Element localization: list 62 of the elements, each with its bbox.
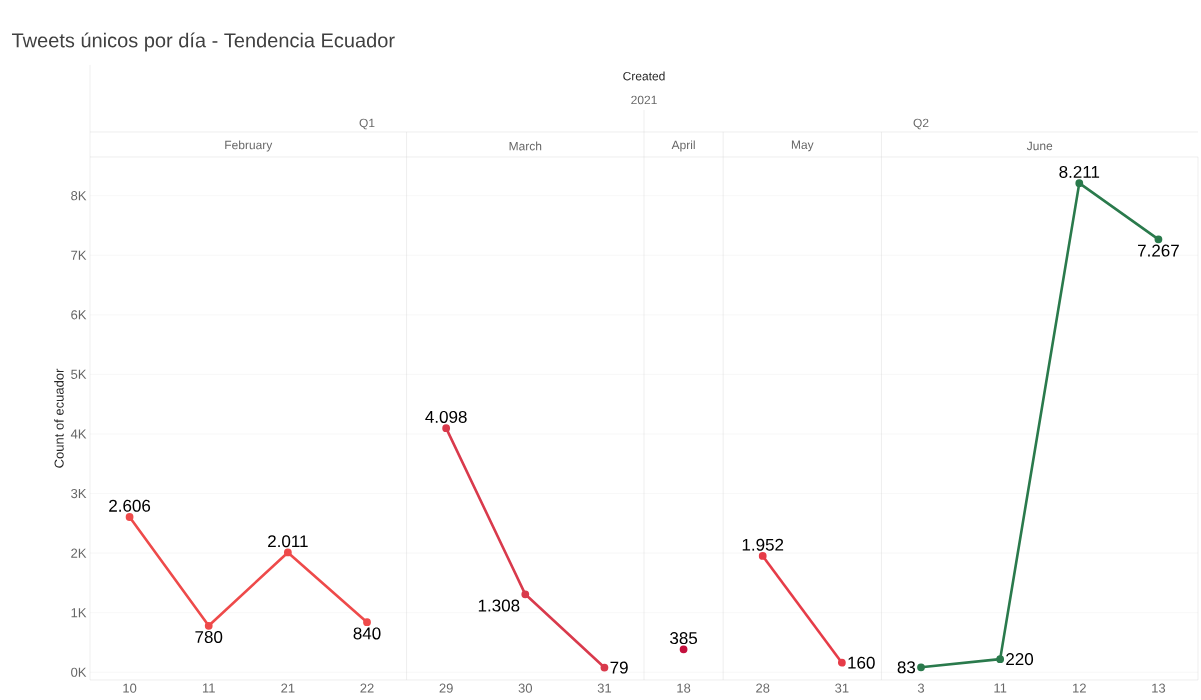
text: March (509, 141, 542, 151)
point (283, 548, 292, 557)
y-tick-label: 0K (71, 667, 87, 677)
point (758, 552, 767, 560)
data-label: 7.267 (1138, 244, 1179, 257)
text: April (671, 140, 695, 152)
data-label: 385 (670, 632, 698, 645)
x-tick-label: 28 (756, 683, 770, 693)
y-tick-label: 5K (71, 369, 87, 379)
y-tick-label: 8K (71, 191, 87, 201)
text: February (225, 140, 273, 152)
data-label: 4.098 (425, 410, 467, 423)
data-label: 2.011 (268, 535, 308, 548)
y-tick-label: 3K (71, 488, 87, 499)
data-label: 8.211 (1059, 165, 1100, 178)
x-tick-label: 30 (518, 683, 533, 693)
point (679, 645, 688, 654)
point (125, 513, 134, 521)
x-tick-label: 22 (360, 683, 374, 693)
y-axis-title: Count of ecuador (54, 368, 64, 468)
y-tick-label: 2K (71, 548, 87, 558)
y-tick-label: 4K (70, 429, 87, 439)
point (600, 663, 609, 672)
data-label: 2.606 (109, 499, 151, 512)
data-label: 160 (848, 656, 875, 669)
chart-title: Tweets únicos por día - Tendencia Ecuador (12, 32, 395, 52)
point (204, 621, 213, 630)
data-label: 83 (897, 661, 916, 674)
x-tick-label: 11 (994, 683, 1007, 693)
data-label: 840 (353, 627, 381, 640)
point (442, 424, 451, 433)
point (996, 655, 1005, 664)
x-tick-label: 12 (1073, 683, 1086, 693)
text: Q1 (359, 118, 375, 130)
point (1154, 235, 1163, 244)
point (1075, 179, 1084, 188)
x-tick-label: 3 (917, 683, 925, 693)
point (917, 663, 925, 672)
text: Q2 (913, 118, 929, 130)
x-tick-label: 31 (597, 683, 612, 693)
x-tick-label: 11 (202, 683, 215, 693)
data-label: 1.952 (742, 538, 784, 551)
y-tick-label: 7K (71, 250, 87, 260)
point (837, 658, 846, 667)
text: May (791, 140, 814, 152)
data-label: 780 (195, 630, 223, 644)
x-tick-label: 29 (439, 683, 453, 693)
point (521, 590, 530, 599)
x-tick-label: 18 (677, 683, 691, 693)
text: 2021 (631, 95, 657, 105)
point (363, 618, 371, 627)
x-tick-label: 10 (123, 683, 137, 693)
data-label: 220 (1006, 653, 1034, 666)
text: June (1026, 141, 1053, 151)
x-tick-label: 31 (835, 683, 849, 693)
x-tick-label: 21 (281, 683, 295, 693)
y-tick-label: 6K (71, 310, 87, 320)
data-label: 1.308 (478, 599, 520, 612)
x-tick-label: 13 (1152, 683, 1166, 693)
data-label: 79 (610, 661, 628, 674)
y-tick-label: 1K (71, 608, 87, 618)
text: Created (623, 71, 665, 81)
